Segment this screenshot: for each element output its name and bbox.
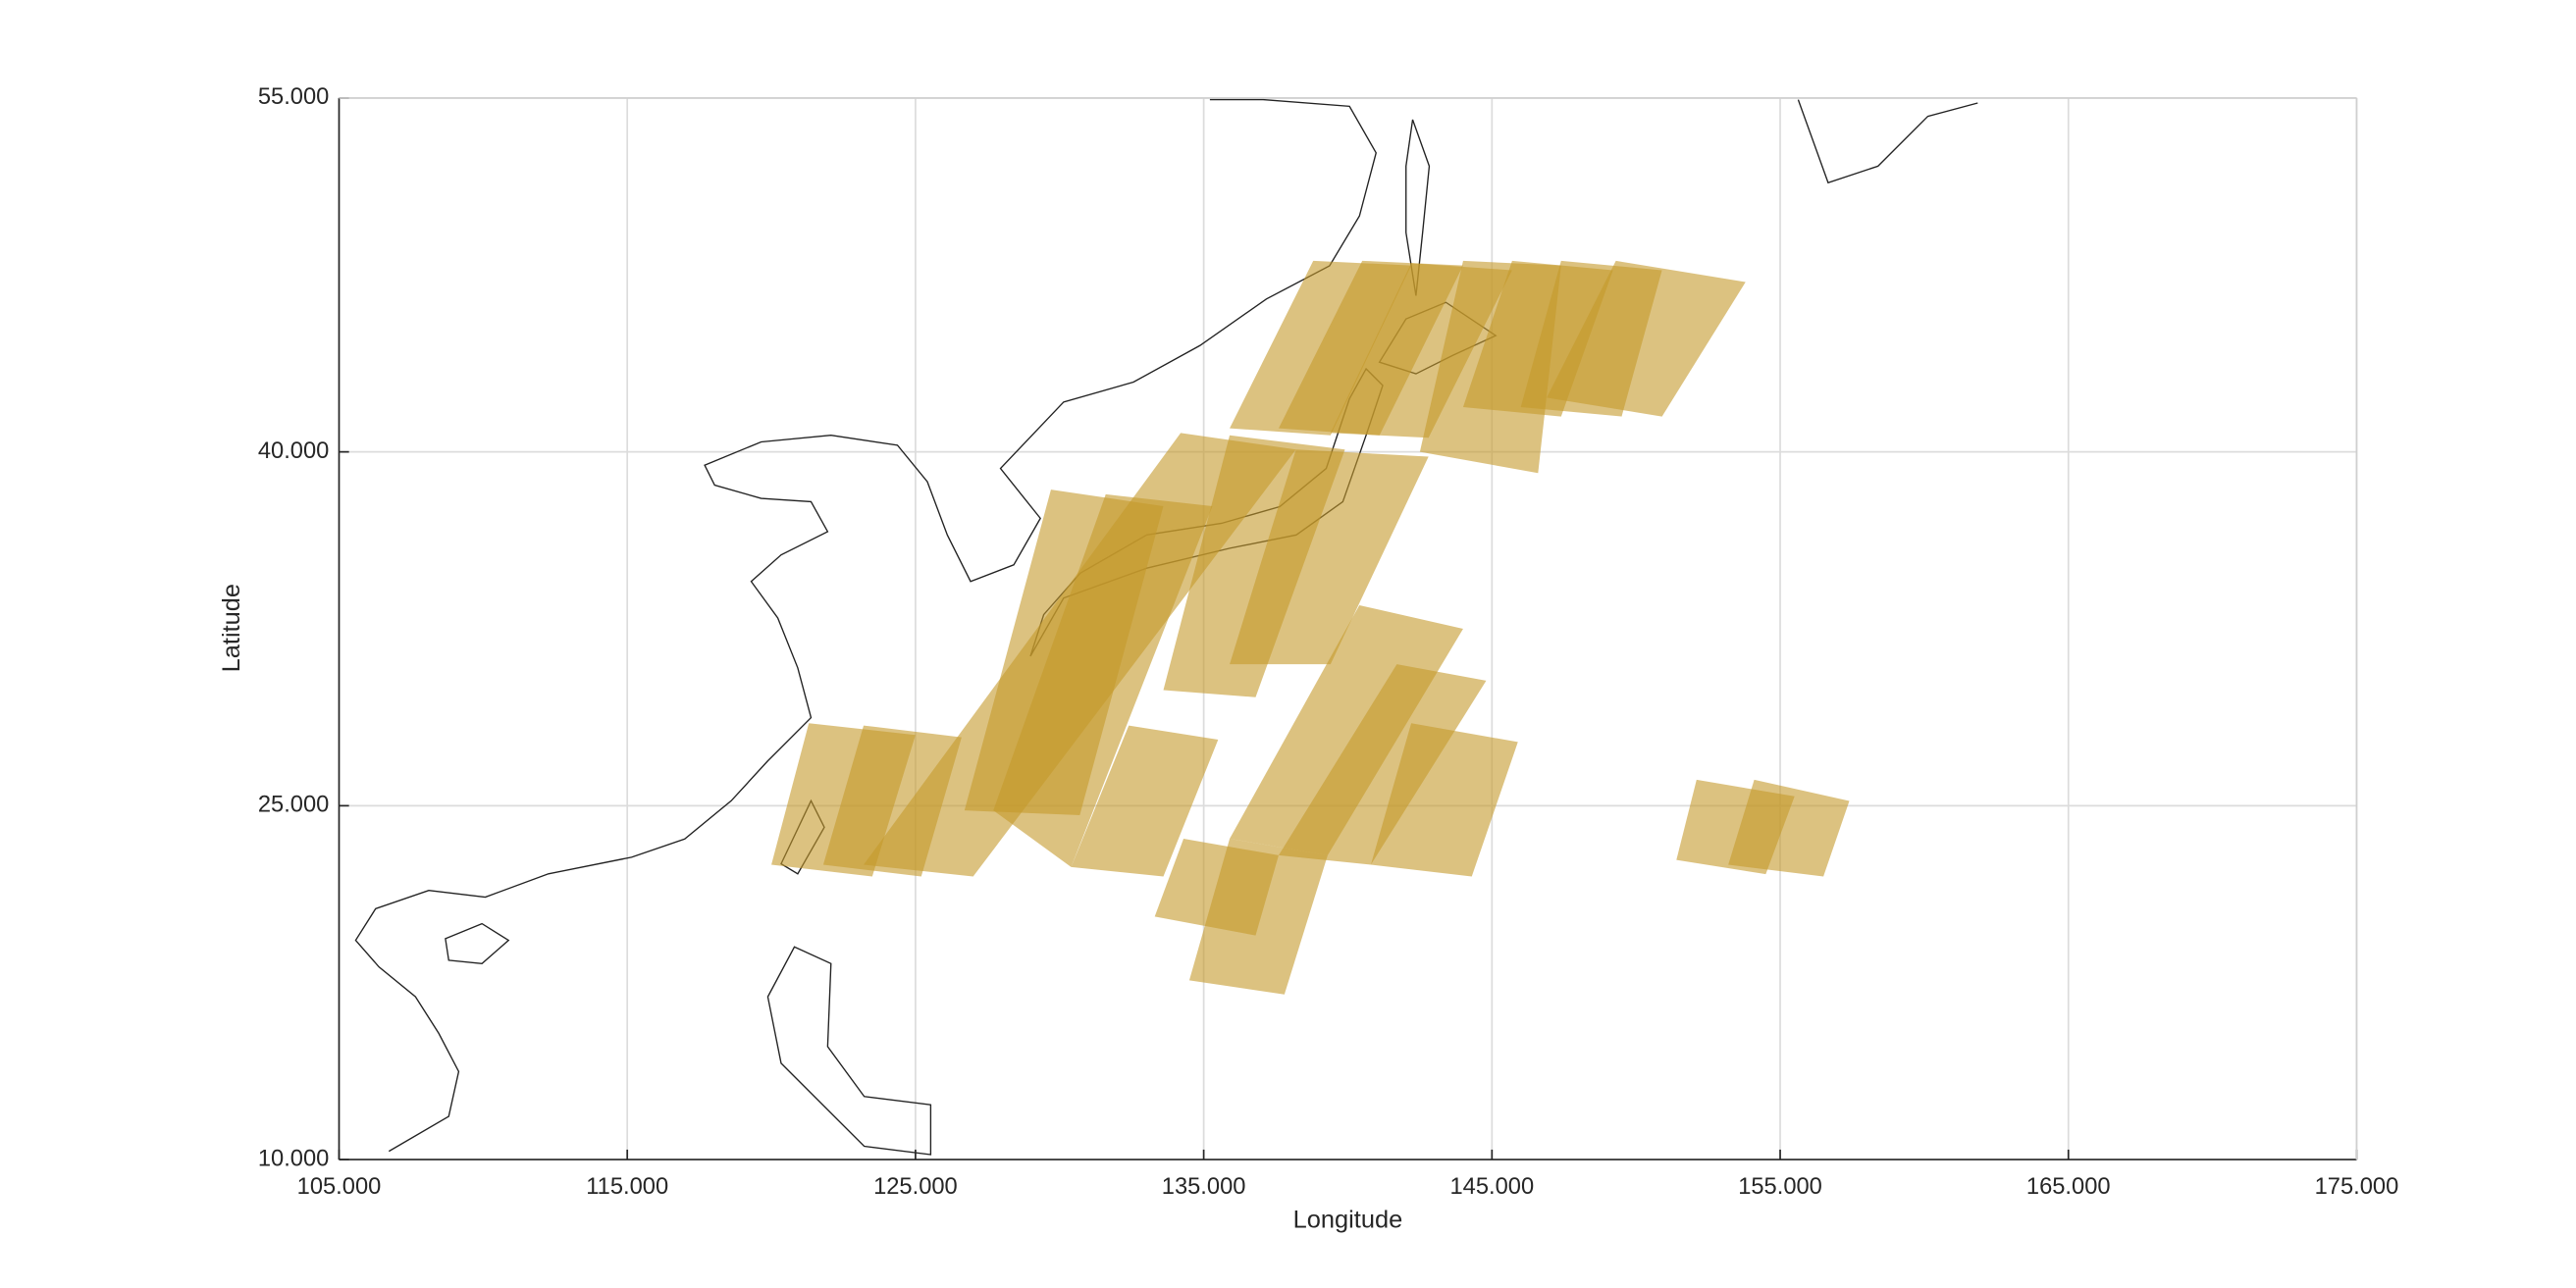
y-tick-label: 40.000 [258,438,329,464]
coast-philippines [766,946,932,1156]
coastline [354,98,1978,1156]
x-tick-label: 175.000 [2315,1174,2399,1200]
swath [1071,725,1219,877]
x-tick-label: 115.000 [586,1174,668,1200]
swaths [771,260,1850,995]
y-tick-label: 55.000 [258,84,329,110]
x-tick-label: 105.000 [297,1174,382,1200]
swath [1547,260,1746,417]
y-tick-label: 25.000 [258,793,329,818]
swath [1370,723,1518,877]
swath [1278,664,1487,865]
x-tick-label: 165.000 [2026,1174,2111,1200]
x-tick-label: 155.000 [1738,1174,1822,1200]
swath [1728,779,1850,877]
swath [822,725,962,877]
x-tick-label: 125.000 [873,1174,958,1200]
y-tick-label: 10.000 [258,1146,329,1171]
x-tick-label: 135.000 [1162,1174,1246,1200]
x-tick-label: 145.000 [1450,1174,1535,1200]
y-axis-label: Latitude [218,584,245,672]
axes: 105.000 115.000 125.000 135.000 145.000 155.0… [258,84,2398,1200]
coast-asia [354,98,1377,1153]
coast-kamchatka [1797,99,1978,184]
swath [1188,839,1328,995]
coast-hainan [445,922,510,964]
x-axis-label: Longitude [1293,1206,1403,1233]
swath [993,493,1213,867]
